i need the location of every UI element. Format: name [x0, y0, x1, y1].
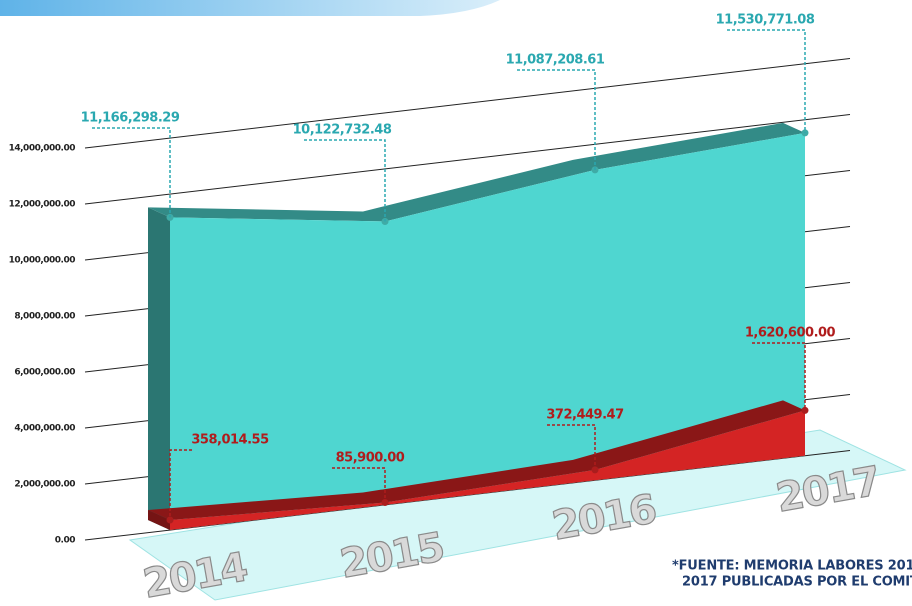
y-tick-label: 10,000,000.00 [9, 256, 76, 266]
leader-line [517, 69, 596, 170]
value-label: 358,014.55 [191, 433, 269, 448]
plot [148, 122, 809, 531]
y-tick-label: 6,000,000.00 [14, 368, 75, 378]
y-tick-label: 4,000,000.00 [14, 424, 75, 434]
grid-line [84, 57, 851, 149]
value-label: 11,166,298.29 [81, 111, 180, 126]
y-tick-label: 14,000,000.00 [9, 144, 76, 154]
labels: 11,166,298.29 10,122,732.48 11,087,208.61 1… [81, 13, 912, 606]
area [170, 132, 805, 531]
area [170, 410, 805, 531]
leader-line [727, 29, 806, 133]
area-side [148, 510, 170, 531]
y-tick-label: 2,000,000.00 [14, 480, 75, 490]
value-label: 85,900.00 [336, 451, 405, 466]
value-label: 10,122,732.48 [293, 123, 392, 138]
value-label: 11,087,208.61 [506, 53, 605, 68]
value-label: 11,530,771.08 [716, 13, 815, 28]
area-side [148, 207, 170, 531]
header-band [0, 0, 500, 16]
grid-line [84, 113, 851, 205]
footnote: *FUENTE: MEMORIA LABORES 2014 [672, 559, 912, 574]
area-top [148, 400, 805, 521]
y-tick-label: 0.00 [55, 536, 75, 546]
leader-line [752, 342, 806, 411]
y-tick-label: 12,000,000.00 [9, 200, 76, 210]
leader-line [332, 467, 386, 503]
leader-line [304, 139, 386, 222]
leader-line [92, 127, 171, 218]
footnote: 2017 PUBLICADAS POR EL COMITÉ [682, 574, 912, 590]
leader-line [169, 449, 192, 521]
leader-line [547, 424, 596, 470]
y-tick-label: 8,000,000.00 [14, 312, 75, 322]
value-label: 372,449.47 [546, 408, 624, 423]
value-label: 1,620,600.00 [745, 326, 836, 341]
area-top [148, 122, 805, 222]
